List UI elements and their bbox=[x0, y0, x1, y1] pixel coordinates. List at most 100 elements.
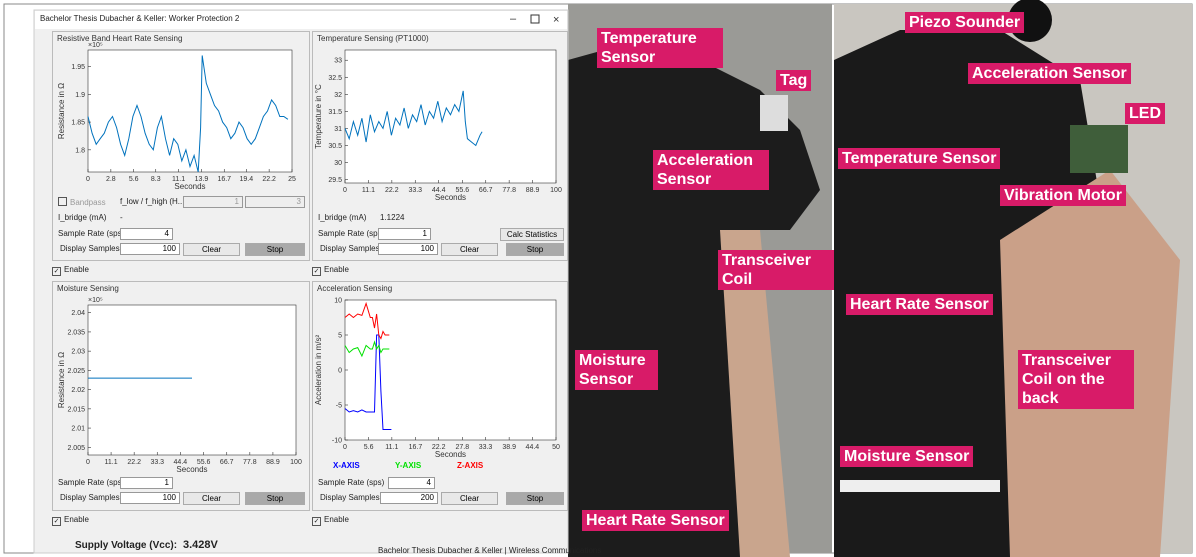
x-tick-label: 25 bbox=[288, 176, 296, 183]
y-axis-label: Acceleration in m/s² bbox=[314, 335, 323, 406]
y-tick-label: 2.01 bbox=[71, 426, 85, 433]
x-tick-label: 33.3 bbox=[150, 459, 164, 466]
button[interactable]: Stop bbox=[506, 243, 564, 256]
supply-voltage: 3.428V bbox=[183, 539, 218, 551]
plot-area bbox=[87, 304, 297, 456]
y-tick-label: 30 bbox=[334, 160, 342, 167]
x-tick-label: 11.1 bbox=[105, 459, 118, 466]
moisture-band bbox=[840, 480, 1000, 492]
label: Sample Rate (sps) bbox=[58, 478, 125, 487]
x-tick-label: 11.1 bbox=[385, 444, 398, 451]
label: Enable bbox=[64, 265, 89, 274]
button[interactable]: Clear bbox=[183, 492, 240, 505]
label: Enable bbox=[324, 265, 349, 274]
input[interactable]: 1 bbox=[120, 477, 173, 489]
close[interactable]: × bbox=[553, 14, 559, 26]
x-tick-label: 33.3 bbox=[408, 187, 422, 194]
input[interactable]: 4 bbox=[388, 477, 435, 489]
data-line bbox=[344, 334, 392, 430]
x-tick-label: 11.1 bbox=[172, 176, 185, 183]
checkbox[interactable]: ✓ bbox=[52, 517, 61, 526]
x-tick-label: 5.6 bbox=[364, 444, 374, 451]
input[interactable]: 3 bbox=[245, 196, 305, 208]
checkbox[interactable]: ✓ bbox=[52, 267, 61, 276]
data-line bbox=[344, 301, 390, 340]
x-tick-label: 22.2 bbox=[127, 459, 141, 466]
y-tick-label: 2.015 bbox=[67, 406, 85, 413]
x-tick-label: 88.9 bbox=[266, 459, 280, 466]
button[interactable]: Stop bbox=[245, 243, 305, 256]
photo-label: Transceiver Coil bbox=[718, 250, 834, 290]
x-tick-label: 66.7 bbox=[220, 459, 234, 466]
button[interactable]: Stop bbox=[506, 492, 564, 505]
input[interactable]: 100 bbox=[120, 243, 180, 255]
checkbox[interactable] bbox=[58, 197, 67, 206]
value: - bbox=[120, 213, 123, 222]
footer: Bachelor Thesis Dubacher & Keller | Wire… bbox=[378, 546, 602, 555]
y-axis-label: Temperature in °C bbox=[314, 84, 323, 149]
input[interactable]: 1 bbox=[378, 228, 431, 240]
legend-entry: Z-AXIS bbox=[457, 461, 484, 470]
y-tick-label: 32.5 bbox=[328, 75, 342, 82]
x-tick-label: 22.2 bbox=[432, 444, 446, 451]
y-tick-label: 1.9 bbox=[75, 92, 85, 99]
photo-label: Transceiver Coil on the back bbox=[1018, 350, 1134, 409]
y-tick-label: -5 bbox=[336, 403, 342, 410]
label: Sample Rate (sps) bbox=[318, 478, 385, 487]
input[interactable]: 100 bbox=[120, 492, 180, 504]
y-tick-label: 5 bbox=[338, 333, 342, 340]
x-tick-label: 55.6 bbox=[456, 187, 470, 194]
label: Display Samples bbox=[320, 244, 380, 253]
x-tick-label: 13.9 bbox=[195, 176, 209, 183]
photo-label: Moisture Sensor bbox=[575, 350, 658, 390]
tag bbox=[760, 95, 788, 131]
button[interactable]: Stop bbox=[245, 492, 305, 505]
input[interactable]: 1 bbox=[183, 196, 243, 208]
x-tick-label: 8.3 bbox=[151, 176, 161, 183]
y-tick-label: -10 bbox=[332, 438, 342, 445]
photo-label: Temperature Sensor bbox=[838, 148, 1001, 169]
x-tick-label: 22.2 bbox=[262, 176, 276, 183]
x-tick-label: 66.7 bbox=[479, 187, 493, 194]
panel-title: Moisture Sensing bbox=[57, 284, 119, 293]
input[interactable]: 4 bbox=[120, 228, 173, 240]
button[interactable]: Clear bbox=[441, 243, 498, 256]
checkbox[interactable]: ✓ bbox=[312, 267, 321, 276]
button[interactable]: Clear bbox=[441, 492, 498, 505]
y-tick-label: 31 bbox=[334, 126, 342, 133]
y-tick-label: 2.005 bbox=[67, 445, 85, 452]
y-tick-label: 2.025 bbox=[67, 368, 85, 375]
photo-label: Tag bbox=[776, 70, 812, 91]
window-title: Bachelor Thesis Dubacher & Keller: Worke… bbox=[40, 14, 240, 23]
x-tick-label: 100 bbox=[550, 187, 562, 194]
maximize[interactable] bbox=[530, 14, 540, 24]
label: Display Samples bbox=[60, 244, 120, 253]
axis-exponent: ×10⁵ bbox=[88, 297, 103, 304]
y-tick-label: 1.8 bbox=[75, 147, 85, 154]
y-tick-label: 1.85 bbox=[71, 120, 85, 127]
y-tick-label: 1.95 bbox=[71, 64, 85, 71]
x-tick-label: 2.8 bbox=[106, 176, 116, 183]
legend-entry: Y-AXIS bbox=[395, 461, 422, 470]
panel-title: Acceleration Sensing bbox=[317, 284, 393, 293]
input[interactable]: 100 bbox=[378, 243, 438, 255]
x-tick-label: 88.9 bbox=[526, 187, 540, 194]
x-axis-label: Seconds bbox=[176, 465, 207, 474]
legend-entry: X-AXIS bbox=[333, 461, 360, 470]
button[interactable]: Clear bbox=[183, 243, 240, 256]
x-tick-label: 38.9 bbox=[502, 444, 516, 451]
checkbox[interactable]: ✓ bbox=[312, 517, 321, 526]
x-tick-label: 16.7 bbox=[217, 176, 231, 183]
label: Enable bbox=[324, 515, 349, 524]
minimize[interactable]: – bbox=[510, 13, 517, 25]
input[interactable]: 200 bbox=[380, 492, 438, 504]
label: I_bridge (mA) bbox=[58, 213, 107, 222]
x-tick-label: 0 bbox=[343, 187, 347, 194]
y-axis-label: Resistance in Ω bbox=[57, 83, 66, 139]
button[interactable]: Calc Statistics bbox=[500, 228, 564, 241]
label: Sample Rate (sps) bbox=[318, 229, 385, 238]
x-tick-label: 0 bbox=[343, 444, 347, 451]
x-axis-label: Seconds bbox=[435, 193, 466, 202]
label: I_bridge (mA) bbox=[318, 213, 367, 222]
plot-area bbox=[344, 49, 557, 184]
